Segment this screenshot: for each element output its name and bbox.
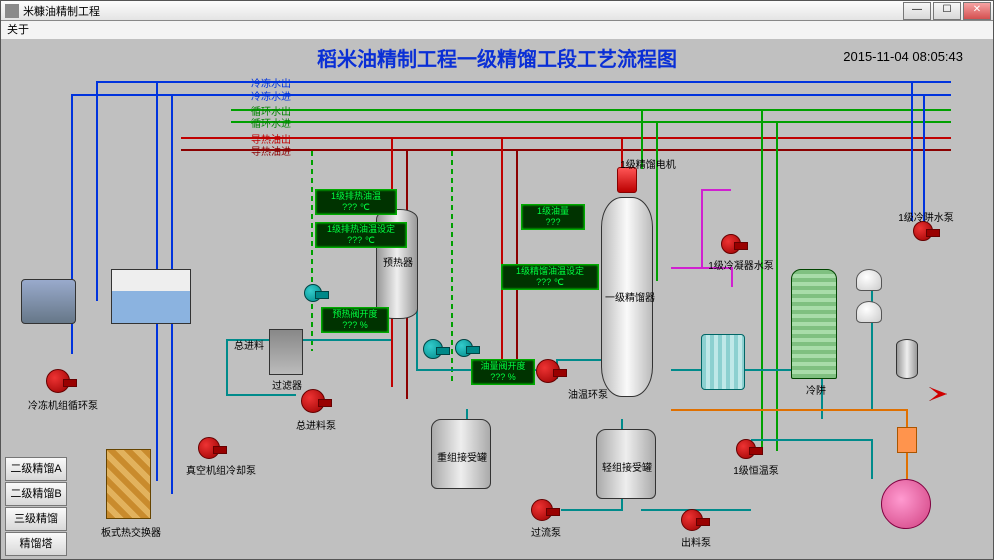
nav-btn-2[interactable]: 三级精馏 bbox=[5, 507, 67, 531]
label-circ-in: 循环水进 bbox=[251, 115, 291, 130]
label-cooler: 冷阱 bbox=[799, 382, 833, 397]
title-bar: 米糠油精制工程 — ☐ ✕ bbox=[1, 1, 993, 21]
label-distill-motor: 1级精馏电机 bbox=[613, 156, 683, 171]
label-cold-pump: 冷冻机组循环泵 bbox=[23, 397, 103, 412]
label-preheater: 预热器 bbox=[381, 254, 415, 269]
menu-about[interactable]: 关于 bbox=[7, 24, 29, 36]
valve-icon bbox=[929, 387, 947, 401]
indicator-distill-set: 1级精馏油温设定 ??? ℃ bbox=[501, 264, 599, 290]
pipe bbox=[451, 151, 453, 381]
equip-cooler-box bbox=[701, 334, 745, 390]
equip-receiver-b bbox=[856, 301, 882, 323]
label-vac-pump: 真空机组冷却泵 bbox=[176, 462, 266, 477]
pipe bbox=[761, 109, 763, 449]
nav-btn-1[interactable]: 二级精馏B bbox=[5, 482, 67, 506]
pipe bbox=[923, 94, 925, 224]
label-heat-in: 导热油进 bbox=[251, 143, 291, 158]
equip-oil-pump bbox=[536, 359, 560, 383]
pipe-heat-out bbox=[181, 137, 951, 139]
equip-vac-pump bbox=[198, 437, 220, 459]
equip-chill-pump bbox=[913, 221, 933, 241]
label-oil-pump: 油温环泵 bbox=[563, 386, 613, 401]
diagram-canvas: 稻米油精制工程一级精馏工段工艺流程图 2015-11-04 08:05:43 冷… bbox=[1, 39, 993, 559]
close-button[interactable]: ✕ bbox=[963, 2, 991, 20]
label-plate-hx: 板式热交换器 bbox=[91, 524, 171, 539]
pipe-circ-out bbox=[231, 109, 951, 111]
equip-discharge-pump bbox=[681, 509, 703, 531]
equip-plate-hx bbox=[106, 449, 151, 519]
pipe bbox=[871, 439, 873, 479]
label-filter: 过滤器 bbox=[267, 377, 307, 392]
label-feed-pump: 总进料泵 bbox=[286, 417, 346, 432]
indicator-oil-valve: 油量阀开度 ??? % bbox=[471, 359, 535, 385]
label-feed-in: 总进料 bbox=[229, 337, 269, 352]
pipe bbox=[561, 509, 623, 511]
window-title: 米糠油精制工程 bbox=[23, 3, 100, 19]
maximize-button[interactable]: ☐ bbox=[933, 2, 961, 20]
nav-btn-3[interactable]: 精馏塔 bbox=[5, 532, 67, 556]
pipe bbox=[96, 81, 98, 301]
equip-teal-pump-3 bbox=[455, 339, 473, 357]
indicator-oil-qty: 1级油量 ??? bbox=[521, 204, 585, 230]
pipe bbox=[776, 121, 778, 451]
pipe-heat-in bbox=[181, 149, 951, 151]
equip-orange-patch bbox=[897, 427, 917, 453]
app-window: 米糠油精制工程 — ☐ ✕ 关于 稻米油精制工程一级精馏工段工艺流程图 2015… bbox=[0, 0, 994, 560]
pipe bbox=[701, 189, 731, 191]
equip-cold-pump bbox=[46, 369, 70, 393]
equip-condenser bbox=[791, 269, 837, 379]
timestamp: 2015-11-04 08:05:43 bbox=[843, 49, 963, 64]
app-icon bbox=[5, 4, 19, 18]
label-const-pump: 1级恒温泵 bbox=[721, 462, 791, 477]
equip-teal-pump-1 bbox=[423, 339, 443, 359]
label-cold-in: 冷冻水进 bbox=[251, 88, 291, 103]
label-discharge-pump: 出料泵 bbox=[671, 534, 721, 549]
pipe bbox=[226, 394, 296, 396]
indicator-preheat-valve: 预热阀开度 ??? % bbox=[321, 307, 389, 333]
equip-const-pump bbox=[736, 439, 756, 459]
pipe bbox=[501, 137, 503, 377]
menu-bar: 关于 bbox=[1, 21, 993, 40]
indicator-preheat-temp: 1级排热油温 ??? ℃ bbox=[315, 189, 397, 215]
equip-teal-pump-2 bbox=[304, 284, 322, 302]
pipe bbox=[751, 439, 871, 441]
label-chill-pump: 1级冷阱水泵 bbox=[891, 209, 961, 224]
pipe bbox=[911, 81, 913, 221]
nav-btn-0[interactable]: 二级精馏A bbox=[5, 457, 67, 481]
equip-feed-pump bbox=[301, 389, 325, 413]
label-cond-pump: 1级冷凝器水泵 bbox=[701, 257, 781, 272]
equip-cond-pump bbox=[721, 234, 741, 254]
equip-water-basin bbox=[111, 269, 191, 324]
minimize-button[interactable]: — bbox=[903, 2, 931, 20]
pipe bbox=[71, 94, 98, 96]
pipe bbox=[226, 339, 228, 394]
pipe bbox=[656, 121, 658, 281]
equip-small-tank bbox=[896, 339, 918, 379]
label-overflow-pump: 过流泵 bbox=[521, 524, 571, 539]
pipe bbox=[671, 409, 906, 411]
pipe bbox=[311, 151, 313, 351]
label-distill-column: 一级精馏器 bbox=[605, 289, 651, 304]
indicator-preheat-set: 1级排热油温设定 ??? ℃ bbox=[315, 222, 407, 248]
equip-compressor bbox=[21, 279, 76, 324]
pipe-cold-in bbox=[96, 94, 951, 96]
label-light-tank: 轻组接受罐 bbox=[601, 459, 653, 474]
equip-receiver-a bbox=[856, 269, 882, 291]
equip-overflow-pump bbox=[531, 499, 553, 521]
pipe-circ-in bbox=[231, 121, 951, 123]
equip-filter bbox=[269, 329, 303, 375]
label-heavy-tank: 重组接受罐 bbox=[436, 449, 488, 464]
pipe-cold-out bbox=[96, 81, 951, 83]
equip-big-pump bbox=[881, 479, 931, 529]
